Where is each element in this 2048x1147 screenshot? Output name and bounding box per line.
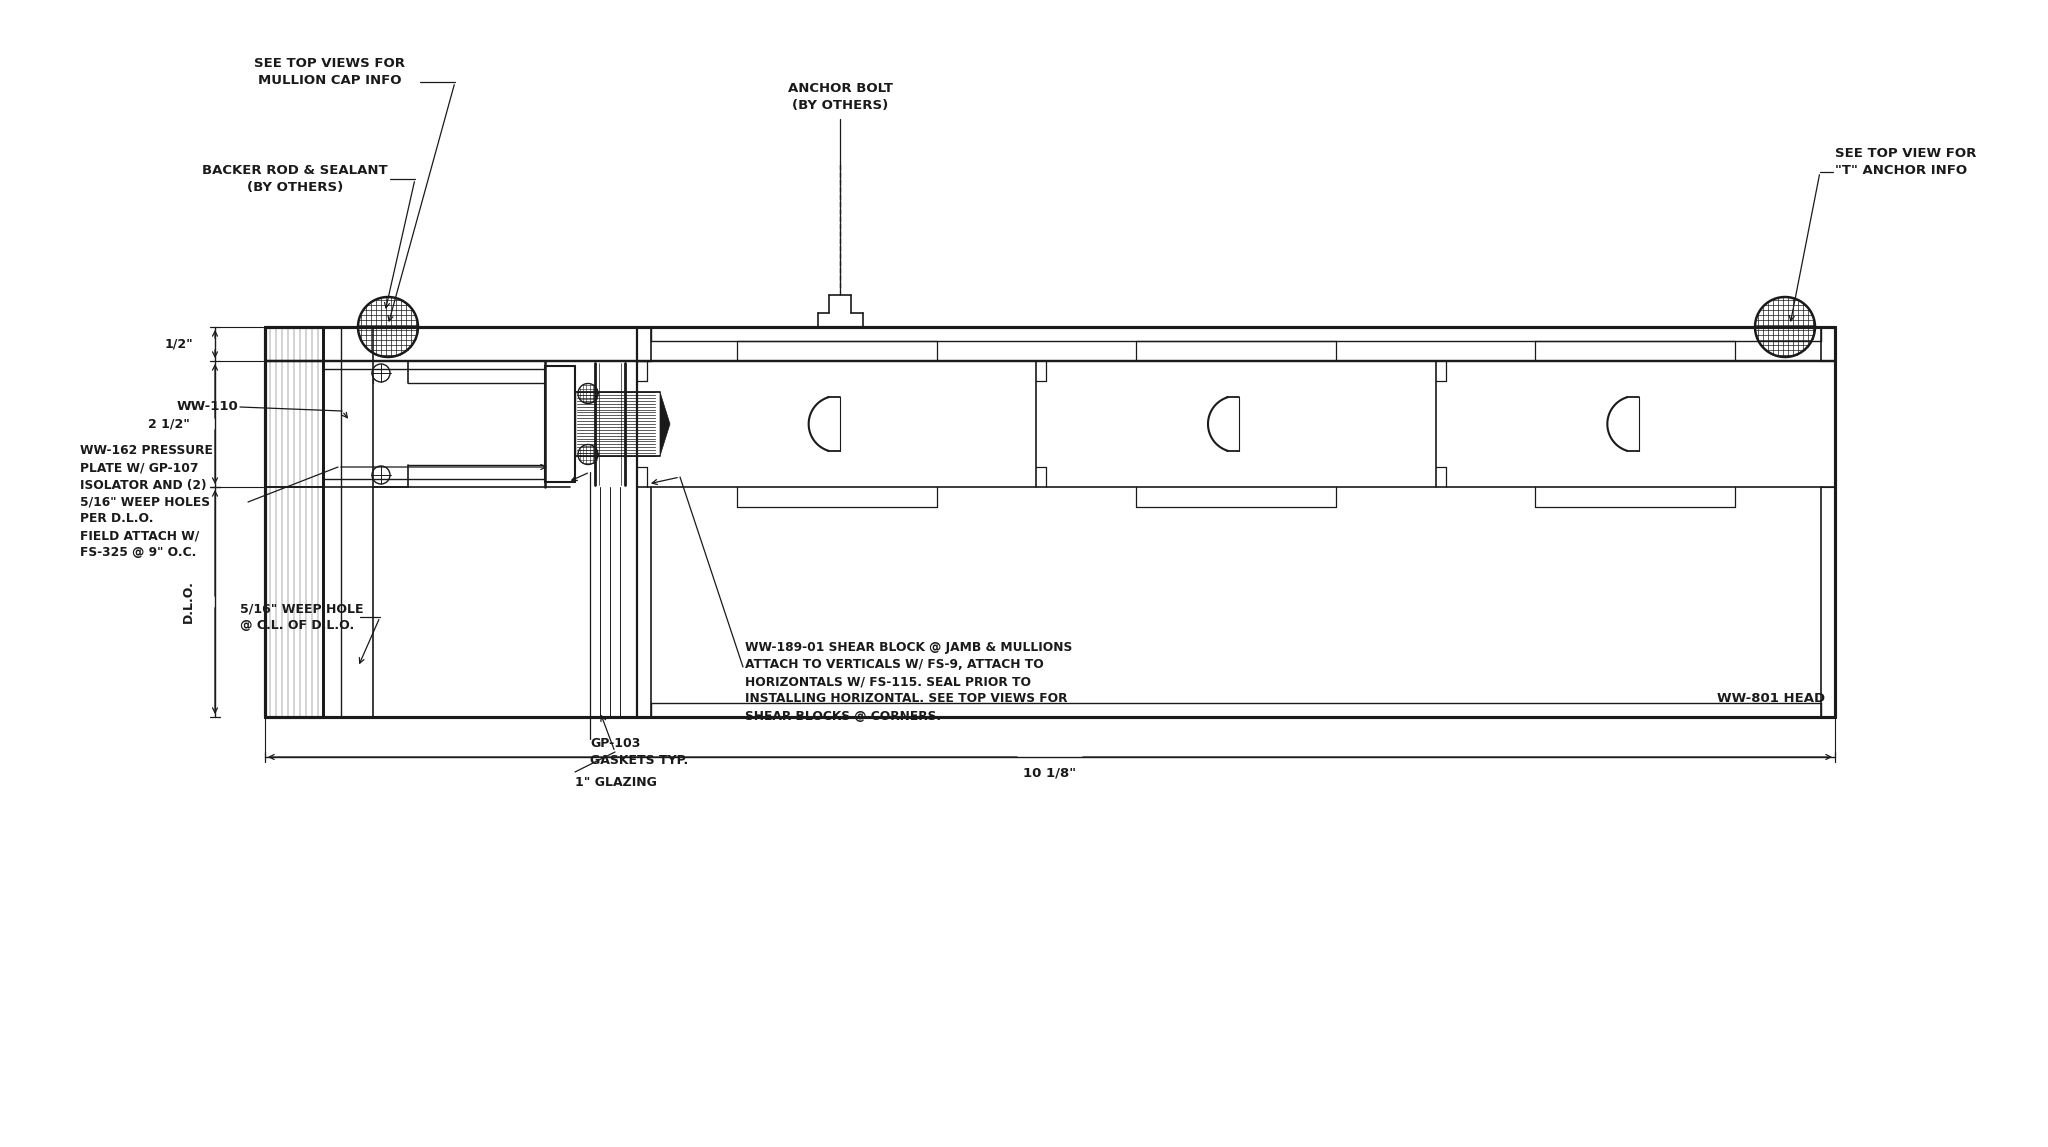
Text: WW-110: WW-110: [176, 400, 238, 414]
Text: 5/16" WEEP HOLE
@ C.L. OF D.L.O.: 5/16" WEEP HOLE @ C.L. OF D.L.O.: [240, 602, 362, 632]
Text: ANCHOR BOLT
(BY OTHERS): ANCHOR BOLT (BY OTHERS): [788, 81, 893, 112]
Text: WW-162 PRESSURE
PLATE W/ GP-107
ISOLATOR AND (2)
5/16" WEEP HOLES
PER D.L.O.
FIE: WW-162 PRESSURE PLATE W/ GP-107 ISOLATOR…: [80, 445, 213, 560]
Text: SEE TOP VIEWS FOR
MULLION CAP INFO: SEE TOP VIEWS FOR MULLION CAP INFO: [254, 57, 406, 87]
Text: 10 1/8": 10 1/8": [1024, 766, 1077, 780]
Polygon shape: [659, 392, 670, 455]
Text: BACKER ROD & SEALANT
(BY OTHERS): BACKER ROD & SEALANT (BY OTHERS): [203, 164, 387, 194]
Text: GP-103
GASKETS TYP.: GP-103 GASKETS TYP.: [590, 738, 688, 767]
Text: 1" GLAZING: 1" GLAZING: [575, 775, 657, 788]
Text: 1/2": 1/2": [164, 337, 193, 351]
Text: WW-801 HEAD: WW-801 HEAD: [1716, 692, 1825, 705]
Text: D.L.O.: D.L.O.: [182, 580, 195, 624]
Text: WW-189-01 SHEAR BLOCK @ JAMB & MULLIONS
ATTACH TO VERTICALS W/ FS-9, ATTACH TO
H: WW-189-01 SHEAR BLOCK @ JAMB & MULLIONS …: [745, 641, 1073, 723]
Text: SEE TOP VIEW FOR
"T" ANCHOR INFO: SEE TOP VIEW FOR "T" ANCHOR INFO: [1835, 147, 1976, 177]
Text: 2 1/2": 2 1/2": [147, 418, 190, 430]
